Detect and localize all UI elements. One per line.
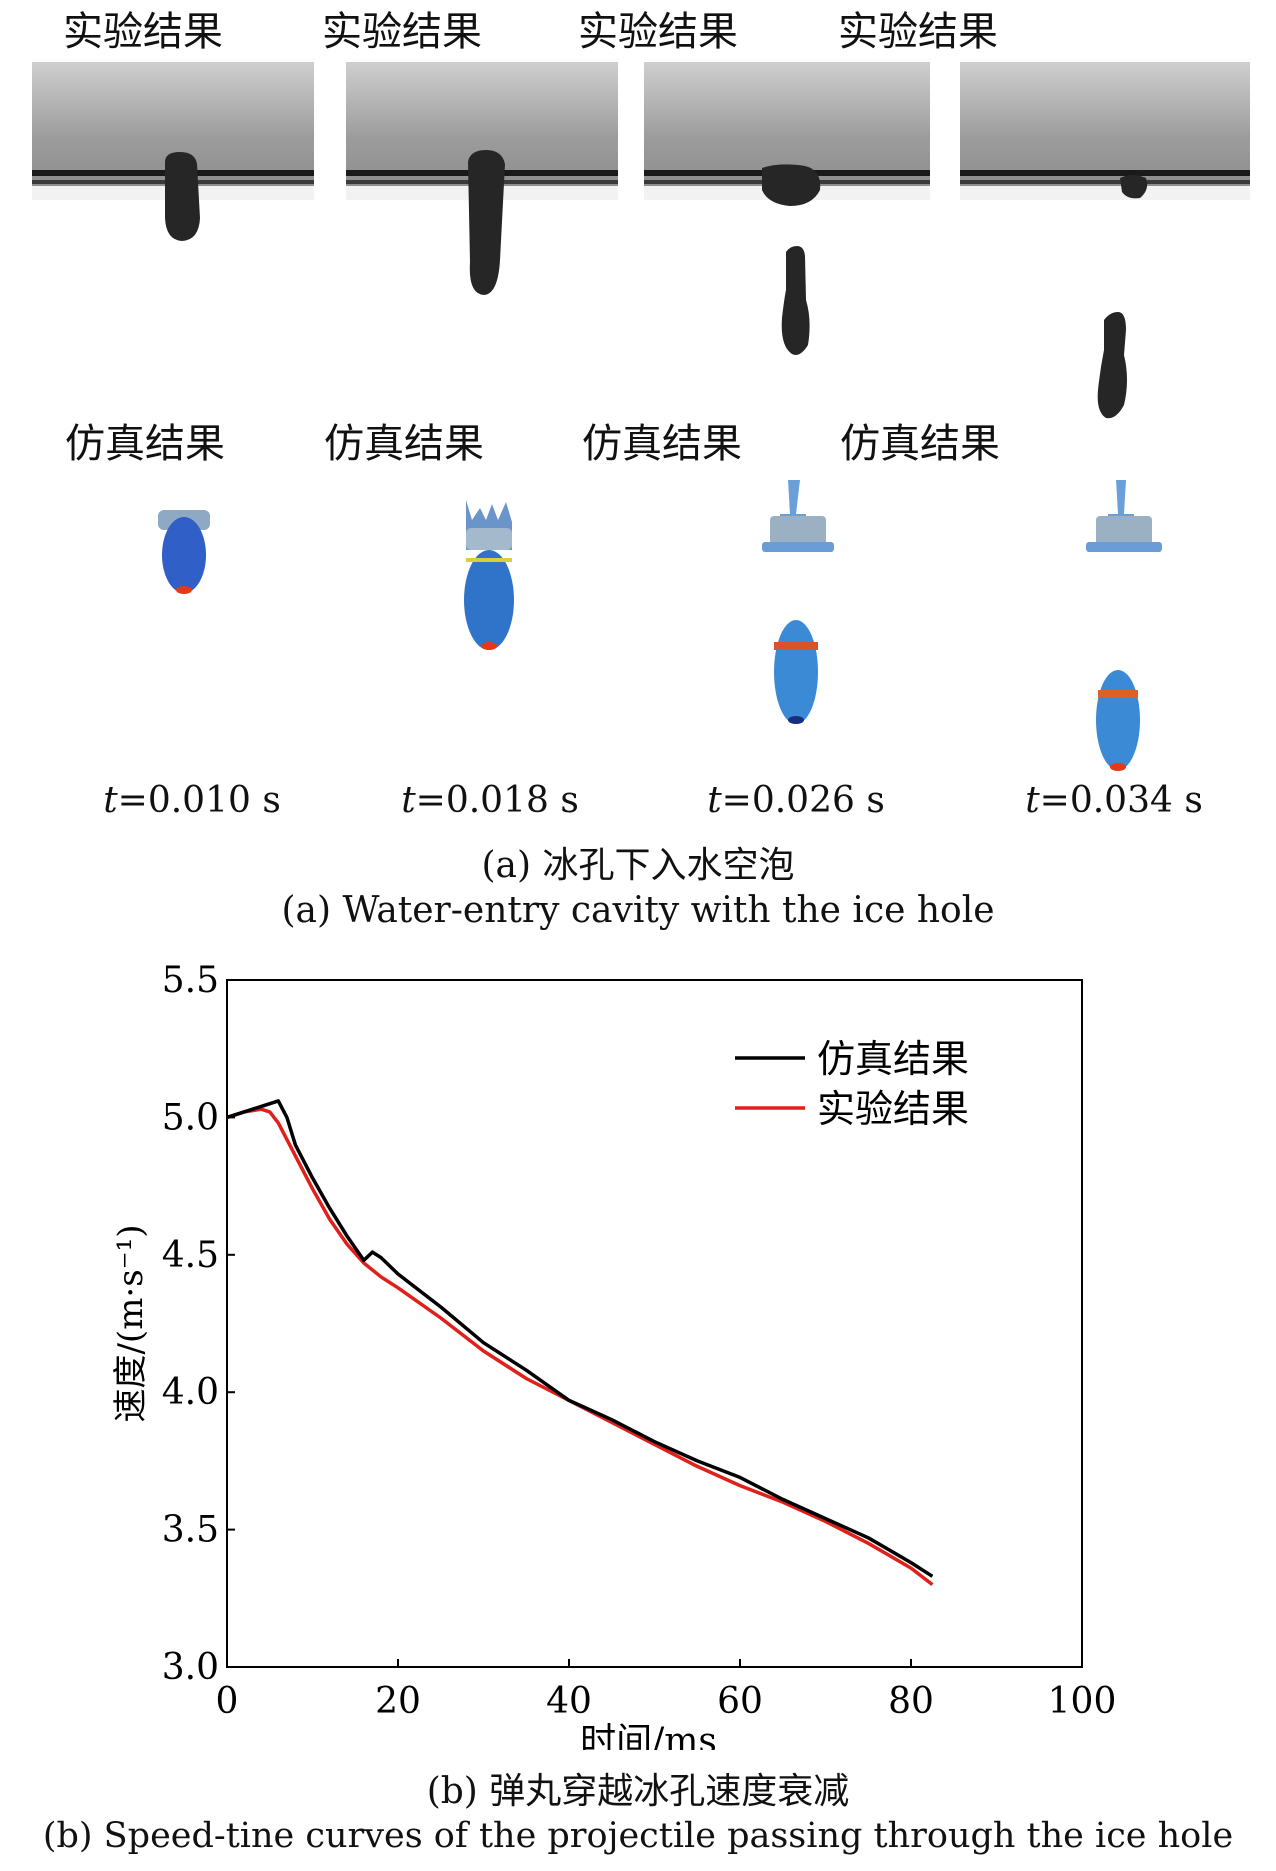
exp-label-3: 实验结果 [578, 9, 738, 55]
series-line-2 [226, 1107, 934, 1586]
y-tick-label: 4.5 [162, 1235, 219, 1276]
plot-frame [226, 979, 1083, 1668]
sim-label-3: 仿真结果 [582, 421, 742, 467]
y-axis-label: 速度/(m·s⁻¹) [111, 1224, 151, 1422]
caption-a-cn: (a) 冰孔下入水空泡 [481, 845, 795, 886]
sim-renderings [158, 480, 1162, 771]
y-tick-label: 3.0 [162, 1647, 219, 1688]
time-label-2: t=0.018 s [401, 780, 579, 821]
sim-projectile-3 [762, 480, 834, 724]
sim-projectile-2 [464, 500, 514, 650]
sim-label-2: 仿真结果 [324, 421, 484, 467]
exp-photo-4 [960, 62, 1250, 200]
sim-projectile-1 [158, 510, 210, 594]
cavity-4-top [1120, 175, 1148, 199]
caption-b-cn: (b) 弹丸穿越冰孔速度衰减 [426, 1771, 850, 1812]
speed-chart: 0 20 40 60 80 100 3.0 3.5 4.0 4.5 5.0 5.5 时间/ms 速度/(m… [111, 960, 1117, 1750]
sim-label-4: 仿真结果 [840, 421, 1000, 467]
cavity-3-body [781, 246, 810, 355]
sim-projectile-4 [1086, 480, 1162, 771]
cavity-3-top [762, 164, 821, 206]
sim-label-1: 仿真结果 [65, 421, 225, 467]
exp-label-1: 实验结果 [63, 9, 223, 55]
legend-label-1: 仿真结果 [817, 1037, 969, 1081]
exp-label-2: 实验结果 [322, 9, 482, 55]
x-tick-label: 100 [1048, 1681, 1117, 1722]
x-tick-label: 80 [888, 1681, 934, 1722]
time-label-4: t=0.034 s [1025, 780, 1203, 821]
y-tick-label: 4.0 [162, 1372, 219, 1413]
time-label-3: t=0.026 s [707, 780, 885, 821]
legend-label-2: 实验结果 [817, 1087, 969, 1131]
caption-a-en: (a) Water-entry cavity with the ice hole [281, 890, 995, 931]
y-tick-label: 5.5 [162, 960, 219, 1001]
exp-photo-2 [346, 62, 618, 200]
x-tick-label: 40 [546, 1681, 592, 1722]
x-tick-label: 20 [375, 1681, 421, 1722]
cavity-4-body [1097, 312, 1127, 419]
x-axis-label: 时间/ms [580, 1721, 717, 1750]
time-label-1: t=0.010 s [103, 780, 281, 821]
cavity-1 [165, 152, 200, 241]
cavity-2 [468, 150, 505, 295]
y-tick-label: 3.5 [162, 1510, 219, 1551]
exp-label-4: 实验结果 [838, 9, 998, 55]
caption-b-en: (b) Speed-tine curves of the projectile … [42, 1816, 1234, 1856]
x-tick-label: 0 [216, 1681, 239, 1722]
series-line-1 [226, 1099, 934, 1578]
y-tick-label: 5.0 [162, 1097, 219, 1138]
exp-cavities [165, 150, 1148, 419]
x-tick-label: 60 [717, 1681, 763, 1722]
